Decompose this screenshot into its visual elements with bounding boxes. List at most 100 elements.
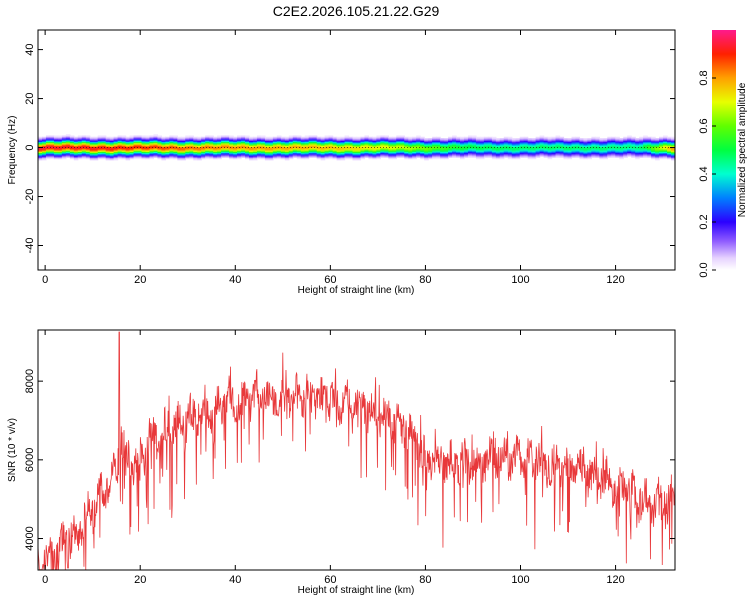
heatmap-cell [264,149,270,151]
heatmap-cell [507,145,513,147]
heatmap-cell [121,156,127,158]
heatmap-cell [360,150,366,152]
heatmap-cell [539,139,545,141]
heatmap-cell [169,153,174,156]
heatmap-cell [245,141,250,144]
heatmap-cell [217,144,222,146]
heatmap-cell [252,141,258,144]
heatmap-cell [392,152,397,155]
heatmap-cell [463,156,469,158]
heatmap-cell [272,151,278,154]
heatmap-cell [189,139,194,141]
heatmap-cell [272,141,278,144]
heatmap-cell [384,142,389,145]
heatmap-cell [515,144,521,146]
heatmap-cell [181,138,186,140]
heatmap-cell [300,152,306,155]
heatmap-cell [213,149,218,151]
heatmap-cell [631,147,636,150]
heatmap-cell [539,153,545,156]
heatmap-cell [205,157,210,160]
heatmap-cell [615,156,620,158]
heatmap-cell [97,144,103,146]
heatmap-cell [619,155,624,157]
heatmap-cell [229,138,234,140]
heatmap-cell [344,149,350,151]
heatmap-cell [57,152,63,155]
heatmap-cell [559,138,565,140]
heatmap-cell [559,141,565,144]
heatmap-cell [268,153,274,156]
heatmap-cell [567,142,573,145]
heatmap-cell [189,138,194,140]
heatmap-cell [324,155,330,157]
heatmap-cell [631,156,636,158]
heatmap-cell [336,152,342,155]
heatmap-cell [340,158,346,161]
heatmap-cell [77,141,83,144]
heatmap-cell [121,138,127,140]
heatmap-cell [428,140,433,143]
heatmap-cell [81,135,87,138]
heatmap-cell [531,149,537,151]
heatmap-cell [284,139,290,141]
heatmap-cell [587,141,592,144]
heatmap-cell [81,157,87,160]
heatmap-cell [655,138,660,140]
heatmap-cell [376,140,381,143]
heatmap-cell [623,139,628,141]
heatmap-cell [73,142,79,145]
heatmap-cell [125,140,131,143]
heatmap-cell [209,141,214,144]
heatmap-cell [547,140,553,143]
heatmap-cell [137,152,143,155]
heatmap-cell [667,145,672,147]
heatmap-cell [61,151,67,154]
heatmap-cell [456,140,461,143]
heatmap-cell [635,144,640,146]
heatmap-cell [527,157,533,160]
heatmap-cell [404,149,409,151]
heatmap-cell [348,136,354,139]
heatmap-cell [181,152,186,155]
heatmap-cell [193,158,198,161]
heatmap-cell [348,138,354,140]
heatmap-cell [547,153,553,156]
heatmap-cell [583,155,589,157]
heatmap-cell [595,142,600,145]
heatmap-cell [483,139,489,141]
heatmap-cell [651,145,656,147]
heatmap-cell [491,140,497,143]
heatmap-cell [635,142,640,145]
heatmap-cell [591,151,596,154]
heatmap-cell [113,152,119,155]
heatmap-cell [416,147,421,150]
heatmap-cell [280,139,286,141]
heatmap-cell [304,136,310,139]
heatmap-cell [607,136,612,139]
heatmap-cell [368,153,374,156]
heatmap-cell [268,145,274,147]
heatmap-cell [73,149,79,151]
heatmap-cell [400,144,405,146]
heatmap-cell [647,136,652,139]
heatmap-cell [153,149,159,151]
heatmap-cell [181,147,186,150]
heatmap-cell [635,140,640,143]
heatmap-cell [121,155,127,157]
heatmap-cell [41,136,47,139]
heatmap-cell [141,140,147,143]
heatmap-cell [535,149,541,151]
heatmap-cell [583,142,589,145]
heatmap-cell [241,155,246,157]
heatmap-cell [579,149,585,151]
x-tick-label: 80 [419,274,431,286]
heatmap-cell [424,150,429,152]
heatmap-cell [408,150,413,152]
heatmap-cell [284,147,290,150]
heatmap-cell [424,157,429,160]
heatmap-cell [428,153,433,156]
heatmap-cell [173,150,178,152]
heatmap-cell [336,141,342,144]
heatmap-cell [241,141,246,144]
